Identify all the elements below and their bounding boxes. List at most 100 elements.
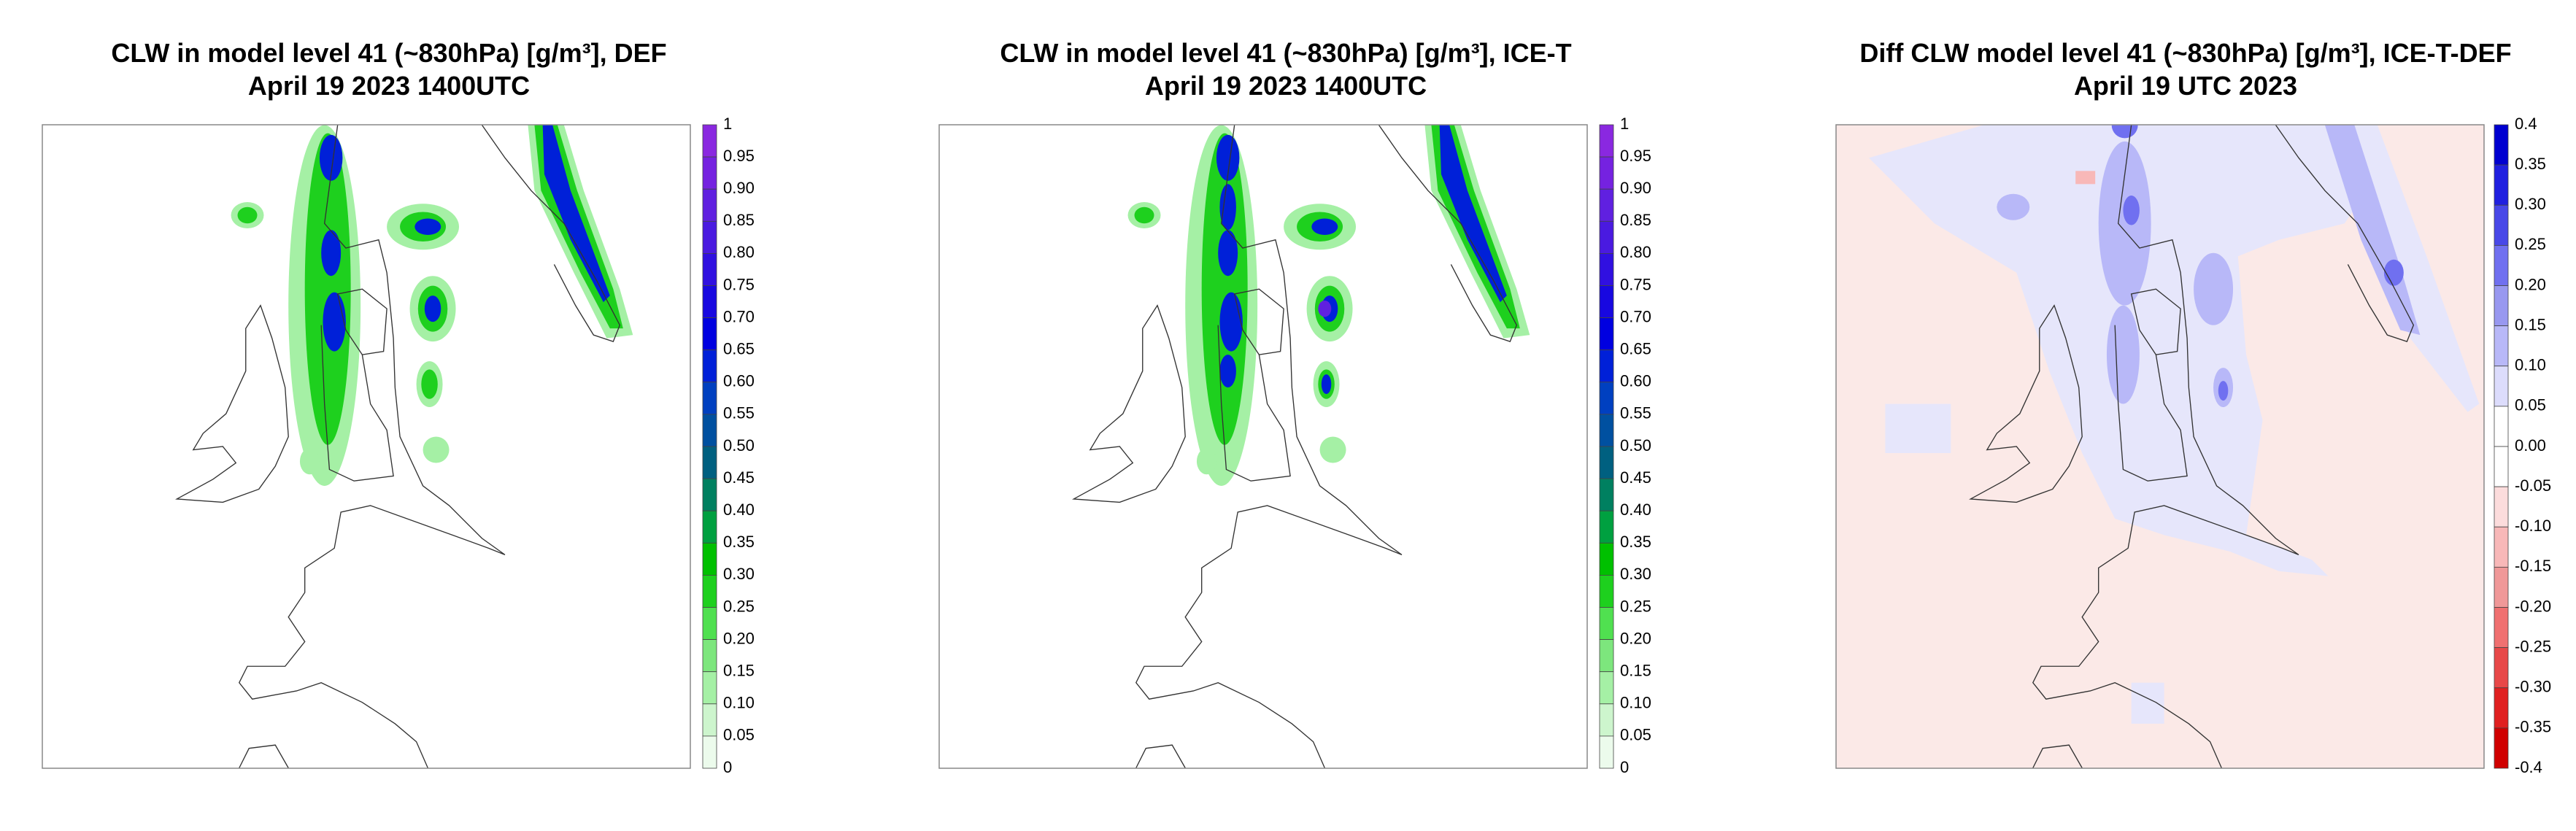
colorbar-label: 0 (1620, 758, 1629, 776)
colorbar-label: 0.05 (723, 726, 755, 744)
colorbar-swatch (2494, 607, 2509, 649)
colorbar-label: 0.25 (2515, 235, 2546, 253)
colorbar-label: 0.20 (2515, 275, 2546, 293)
colorbar-label: 0.90 (723, 179, 755, 197)
colorbar-swatch (1599, 639, 1614, 673)
colorbar-swatch (1599, 542, 1614, 576)
colorbar-label: 0.45 (1620, 468, 1651, 487)
colorbar-label: 1 (723, 115, 732, 133)
colorbar-swatch (2494, 727, 2509, 769)
colorbar-label: -0.35 (2515, 718, 2551, 736)
colorbar-swatch (702, 575, 717, 608)
colorbar-swatch (702, 478, 717, 511)
colorbar-swatch (1599, 285, 1614, 318)
map-frame (938, 124, 1588, 769)
colorbar-swatch (2494, 244, 2509, 286)
colorbar-label: 0.40 (1620, 500, 1651, 519)
colorbar-label: 0.4 (2515, 115, 2537, 133)
map-field (1836, 125, 2484, 768)
colorbar-label: 0.20 (723, 629, 755, 647)
colorbar-label: 0.80 (1620, 243, 1651, 261)
colorbar-label: 1 (1620, 115, 1629, 133)
colorbar-label: -0.15 (2515, 557, 2551, 575)
colorbar-swatch (1599, 575, 1614, 608)
colorbar-label: 0.40 (723, 500, 755, 519)
colorbar-swatch (702, 446, 717, 479)
colorbar-swatch (702, 671, 717, 705)
colorbar-label: 0.35 (2515, 155, 2546, 173)
colorbar-swatch (1599, 382, 1614, 415)
colorbar-label: 0.60 (723, 372, 755, 390)
panel-title: CLW in model level 41 (~830hPa) [g/m³], … (1000, 38, 1571, 68)
colorbar-label: -0.4 (2515, 758, 2542, 776)
colorbar-label: 0 (723, 758, 732, 776)
colorbar-swatch (1599, 671, 1614, 705)
colorbar-label: -0.20 (2515, 597, 2551, 615)
colorbar-swatch (702, 510, 717, 544)
panel-subtitle: April 19 UTC 2023 (2074, 71, 2297, 101)
colorbar-label: 0.85 (1620, 211, 1651, 229)
colorbar-label: 0.75 (723, 275, 755, 293)
colorbar-swatch (702, 703, 717, 737)
colorbar-swatch (2494, 647, 2509, 689)
colorbar-label: 0.70 (723, 307, 755, 325)
colorbar-swatch (2494, 204, 2509, 246)
colorbar-label: 0.65 (723, 340, 755, 358)
colorbar-label: 0.30 (1620, 565, 1651, 583)
colorbar-swatch (1599, 252, 1614, 286)
colorbar-label: 0.25 (723, 597, 755, 615)
colorbar-label: 0.05 (2515, 396, 2546, 414)
colorbar-label: 0.95 (723, 147, 755, 165)
colorbar-label: 0.55 (723, 404, 755, 422)
panel-title: CLW in model level 41 (~830hPa) [g/m³], … (111, 38, 666, 68)
colorbar-label: 0.35 (1620, 533, 1651, 551)
colorbar-swatch (2494, 446, 2509, 487)
colorbar-label: 0.10 (1620, 694, 1651, 712)
colorbar-swatch (702, 188, 717, 222)
colorbar-swatch (1599, 703, 1614, 737)
colorbar-swatch (702, 542, 717, 576)
colorbar-swatch (2494, 285, 2509, 327)
colorbar-label: 0.95 (1620, 147, 1651, 165)
colorbar-swatch (702, 220, 717, 254)
colorbar-label: 0.35 (723, 533, 755, 551)
colorbar-label: 0.30 (723, 565, 755, 583)
map-frame (42, 124, 691, 769)
colorbar-swatch (2494, 486, 2509, 527)
colorbar-swatch (1599, 478, 1614, 511)
colorbar-label: 0.15 (1620, 662, 1651, 680)
colorbar-label: 0.80 (723, 243, 755, 261)
colorbar-label: 0.70 (1620, 307, 1651, 325)
colorbar-label: 0.90 (1620, 179, 1651, 197)
colorbar-swatch (702, 252, 717, 286)
colorbar-swatch (2494, 366, 2509, 407)
colorbar-label: 0.65 (1620, 340, 1651, 358)
colorbar-swatch (1599, 220, 1614, 254)
colorbar-swatch (702, 382, 717, 415)
colorbar-swatch (2494, 164, 2509, 206)
panel-subtitle: April 19 2023 1400UTC (1145, 71, 1427, 101)
panel-subtitle: April 19 2023 1400UTC (248, 71, 530, 101)
colorbar-label: 0.10 (2515, 356, 2546, 374)
colorbar-swatch (2494, 124, 2509, 166)
colorbar-swatch (2494, 687, 2509, 729)
colorbar-swatch (702, 156, 717, 190)
colorbar-swatch (2494, 325, 2509, 367)
colorbar-label: 0.50 (723, 436, 755, 455)
colorbar-swatch (702, 607, 717, 640)
colorbar-swatch (2494, 566, 2509, 608)
colorbar-label: 0.85 (723, 211, 755, 229)
colorbar-label: -0.25 (2515, 637, 2551, 655)
colorbar-label: 0.00 (2515, 436, 2546, 455)
colorbar-label: 0.25 (1620, 597, 1651, 615)
colorbar-label: -0.05 (2515, 476, 2551, 495)
colorbar-label: -0.30 (2515, 678, 2551, 696)
colorbar-swatch (1599, 156, 1614, 190)
colorbar-swatch (1599, 188, 1614, 222)
colorbar-swatch (1599, 317, 1614, 351)
colorbar-swatch (702, 285, 717, 318)
colorbar-swatch (1599, 414, 1614, 447)
colorbar-label: 0.60 (1620, 372, 1651, 390)
colorbar-label: 0.75 (1620, 275, 1651, 293)
